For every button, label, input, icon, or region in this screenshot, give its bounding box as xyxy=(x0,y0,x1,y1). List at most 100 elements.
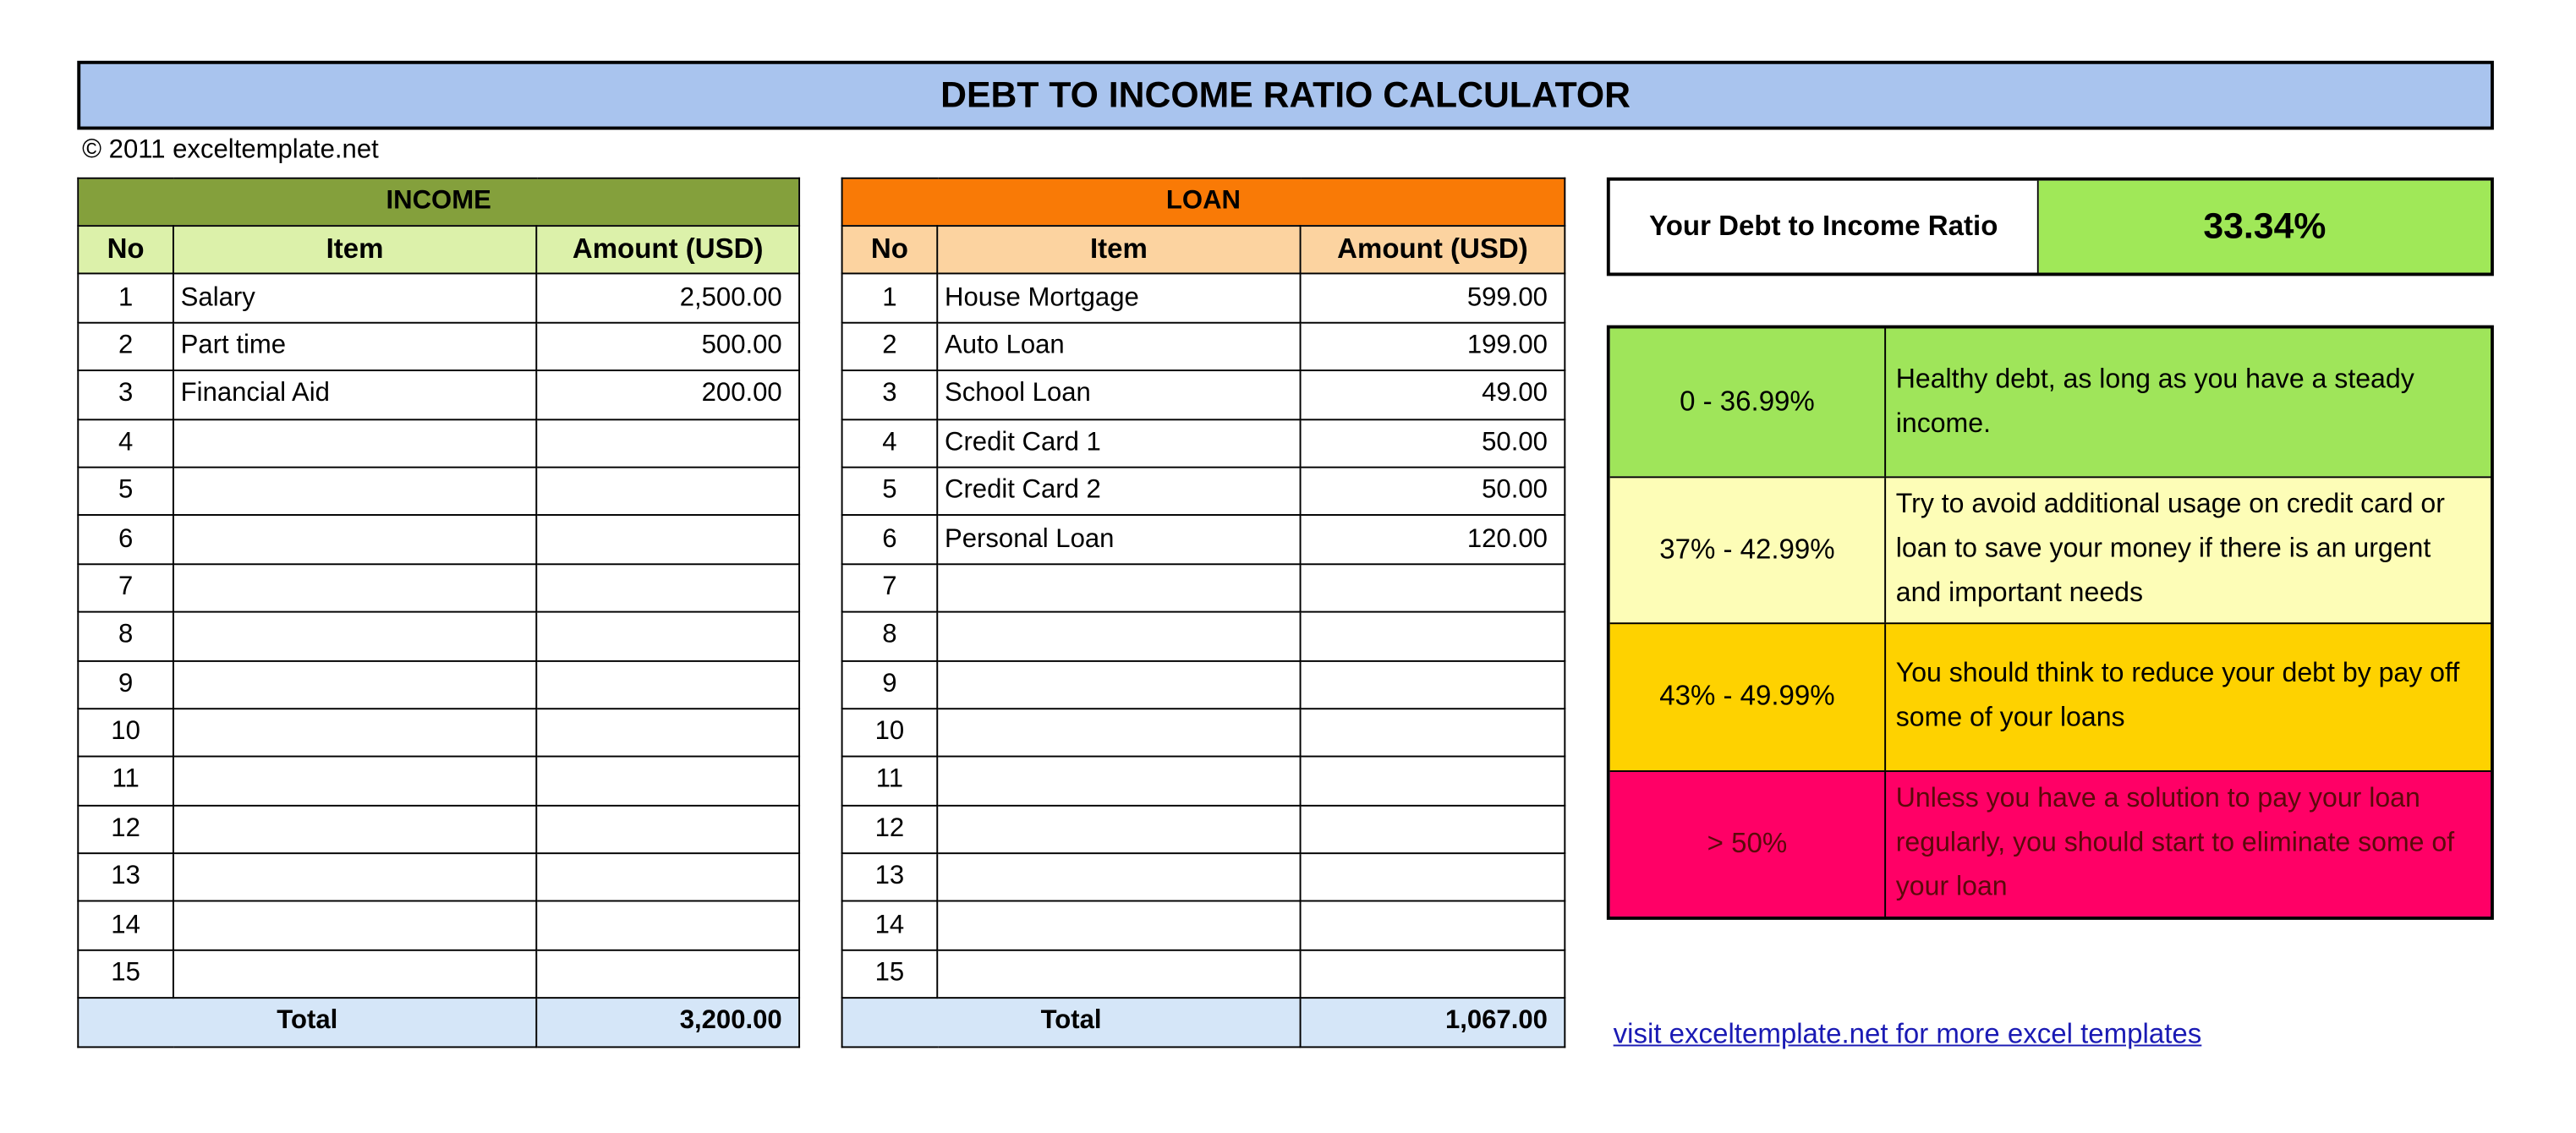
row-number: 2 xyxy=(77,321,174,372)
amount-cell[interactable] xyxy=(535,852,801,903)
amount-cell[interactable] xyxy=(535,514,801,565)
amount-cell[interactable]: 500.00 xyxy=(535,321,801,372)
amount-cell[interactable] xyxy=(535,949,801,999)
amount-cell[interactable] xyxy=(535,756,801,807)
item-cell[interactable] xyxy=(172,466,538,517)
item-cell[interactable] xyxy=(172,900,538,951)
amount-cell[interactable]: 2,500.00 xyxy=(535,273,801,324)
item-cell[interactable]: Auto Loan xyxy=(936,321,1302,372)
amount-cell[interactable]: 200.00 xyxy=(535,369,801,420)
legend-description: You should think to reduce your debt by … xyxy=(1895,659,2460,733)
amount-cell[interactable] xyxy=(535,708,801,758)
amount-cell[interactable] xyxy=(1299,610,1566,661)
row-number: 2 xyxy=(841,321,939,372)
item-cell[interactable] xyxy=(172,562,538,613)
loan-table: LOAN No Item Amount (USD) 1 House Mortgage 599… xyxy=(841,177,1566,1048)
item-cell[interactable] xyxy=(172,949,538,999)
amount-cell[interactable] xyxy=(535,900,801,951)
ratio-value[interactable]: 33.34% xyxy=(2038,180,2491,273)
legend-row: 0 - 36.99% Healthy debt, as long as you h… xyxy=(1609,328,2491,476)
item-cell[interactable]: Credit Card 1 xyxy=(936,418,1302,468)
exceltemplate-link[interactable]: visit exceltemplate.net for more excel t… xyxy=(1613,1018,2202,1050)
amount-cell[interactable] xyxy=(1299,804,1566,855)
amount-cell[interactable] xyxy=(1299,659,1566,710)
amount-cell[interactable] xyxy=(535,610,801,661)
item-cell[interactable]: Credit Card 2 xyxy=(936,466,1302,517)
amount-cell[interactable] xyxy=(535,418,801,468)
table-row: 7 xyxy=(77,562,801,613)
column-header: Item xyxy=(172,225,538,276)
item-cell[interactable] xyxy=(936,756,1302,807)
amount-cell[interactable] xyxy=(1299,900,1566,951)
amount-cell[interactable] xyxy=(1299,708,1566,758)
income-table: INCOME No Item Amount (USD) 1 Salary 2,500.00 2… xyxy=(77,177,801,1048)
table-row: 4 xyxy=(77,418,801,468)
amount-cell[interactable] xyxy=(1299,852,1566,903)
item-cell[interactable] xyxy=(172,708,538,758)
amount-cell[interactable]: 199.00 xyxy=(1299,321,1566,372)
item-cell[interactable]: Salary xyxy=(172,273,538,324)
loan-section-label: LOAN xyxy=(841,177,1566,227)
amount-cell[interactable] xyxy=(535,804,801,855)
item-cell[interactable] xyxy=(172,659,538,710)
item-cell[interactable] xyxy=(172,514,538,565)
amount-cell[interactable]: 120.00 xyxy=(1299,514,1566,565)
legend-range: 37% - 42.99% xyxy=(1610,477,1887,623)
amount-cell[interactable]: 599.00 xyxy=(1299,273,1566,324)
amount-cell[interactable]: 50.00 xyxy=(1299,418,1566,468)
row-number: 13 xyxy=(77,852,174,903)
item-cell[interactable] xyxy=(936,900,1302,951)
table-row: 11 xyxy=(77,756,801,807)
income-section-header: INCOME xyxy=(77,177,801,227)
row-number: 11 xyxy=(77,756,174,807)
amount-cell[interactable]: 50.00 xyxy=(1299,466,1566,517)
total-value: 1,067.00 xyxy=(1299,997,1566,1048)
amount-cell[interactable]: 49.00 xyxy=(1299,369,1566,420)
table-row: 12 xyxy=(77,804,801,855)
item-cell[interactable] xyxy=(936,610,1302,661)
item-cell[interactable]: Part time xyxy=(172,321,538,372)
column-header: Item xyxy=(936,225,1302,276)
item-cell[interactable] xyxy=(172,804,538,855)
amount-cell[interactable] xyxy=(535,466,801,517)
row-number: 15 xyxy=(77,949,174,999)
total-label: Total xyxy=(841,997,1302,1048)
item-cell[interactable] xyxy=(936,949,1302,999)
item-cell[interactable] xyxy=(172,756,538,807)
row-number: 11 xyxy=(841,756,939,807)
item-cell[interactable]: Personal Loan xyxy=(936,514,1302,565)
row-number: 1 xyxy=(841,273,939,324)
amount-cell[interactable] xyxy=(1299,562,1566,613)
table-row: 2 Auto Loan 199.00 xyxy=(841,321,1566,372)
amount-cell[interactable] xyxy=(1299,756,1566,807)
table-row: 14 xyxy=(77,900,801,951)
item-cell[interactable] xyxy=(172,852,538,903)
row-number: 10 xyxy=(841,708,939,758)
item-cell[interactable] xyxy=(936,708,1302,758)
amount-cell[interactable] xyxy=(1299,949,1566,999)
item-cell[interactable] xyxy=(172,610,538,661)
item-cell[interactable]: Financial Aid xyxy=(172,369,538,420)
column-header: No xyxy=(841,225,939,276)
copyright: © 2011 exceltemplate.net xyxy=(82,136,379,165)
item-cell[interactable] xyxy=(172,418,538,468)
table-row: 5 xyxy=(77,466,801,517)
row-number: 13 xyxy=(841,852,939,903)
amount-cell[interactable] xyxy=(535,562,801,613)
table-row: 15 xyxy=(77,949,801,999)
table-row: 7 xyxy=(841,562,1566,613)
legend-range: 43% - 49.99% xyxy=(1610,624,1887,770)
item-cell[interactable] xyxy=(936,804,1302,855)
item-cell[interactable]: House Mortgage xyxy=(936,273,1302,324)
row-number: 7 xyxy=(841,562,939,613)
table-row: 12 xyxy=(841,804,1566,855)
table-row: 1 Salary 2,500.00 xyxy=(77,273,801,324)
item-cell[interactable] xyxy=(936,562,1302,613)
legend-description: Healthy debt, as long as you have a stea… xyxy=(1895,364,2414,439)
item-cell[interactable] xyxy=(936,659,1302,710)
amount-cell[interactable] xyxy=(535,659,801,710)
item-cell[interactable]: School Loan xyxy=(936,369,1302,420)
item-cell[interactable] xyxy=(936,852,1302,903)
column-header: Amount (USD) xyxy=(1299,225,1566,276)
